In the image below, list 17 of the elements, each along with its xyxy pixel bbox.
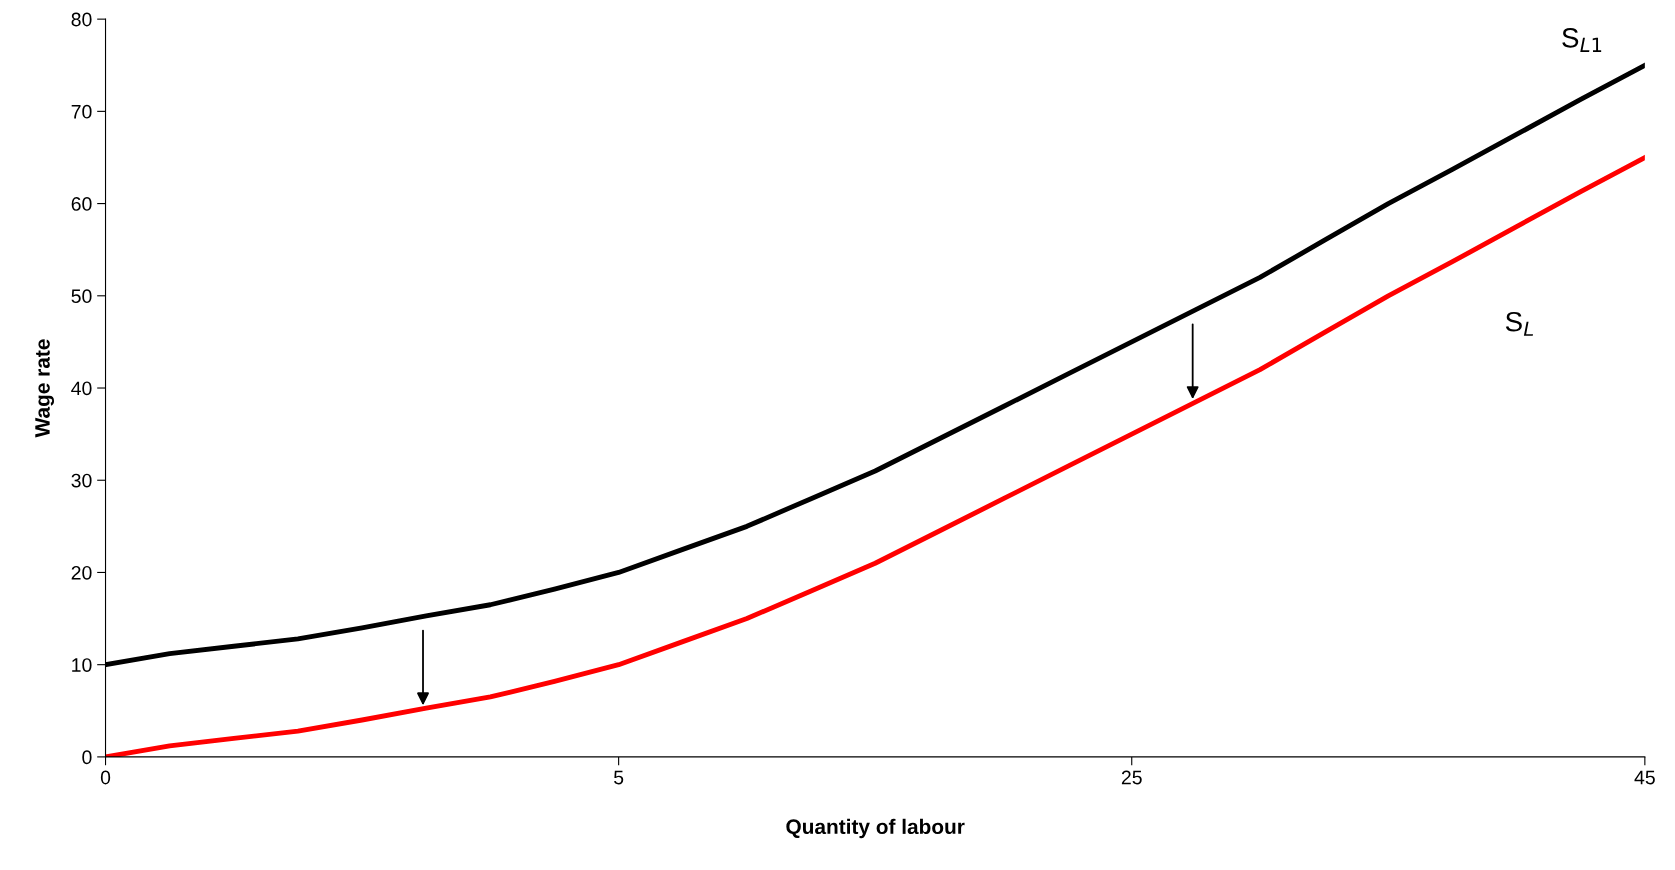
y-tick-label: 20: [71, 565, 92, 580]
x-tick-label: 5: [614, 770, 624, 785]
y-tick-label: 60: [71, 197, 92, 211]
y-axis-title: Wage rate: [35, 339, 55, 438]
y-tick-label: 0: [82, 750, 92, 765]
x-axis-title: Quantity of labour: [786, 818, 965, 839]
y-tick-label: 10: [72, 658, 92, 672]
x-tick-label: 45: [1634, 770, 1655, 785]
y-tick-label: 80: [71, 12, 92, 27]
y-tick-label: 70: [71, 104, 92, 119]
y-tick-label: 50: [71, 289, 92, 304]
text: S$_{L}$: [1505, 311, 1534, 336]
series-label: S$_{L1}$: [1562, 27, 1602, 52]
y-tick-label: 40: [71, 381, 92, 396]
x-tick-label: 25: [1121, 770, 1142, 785]
x-tick-label: 0: [100, 770, 111, 785]
y-tick-label: 30: [71, 473, 92, 488]
